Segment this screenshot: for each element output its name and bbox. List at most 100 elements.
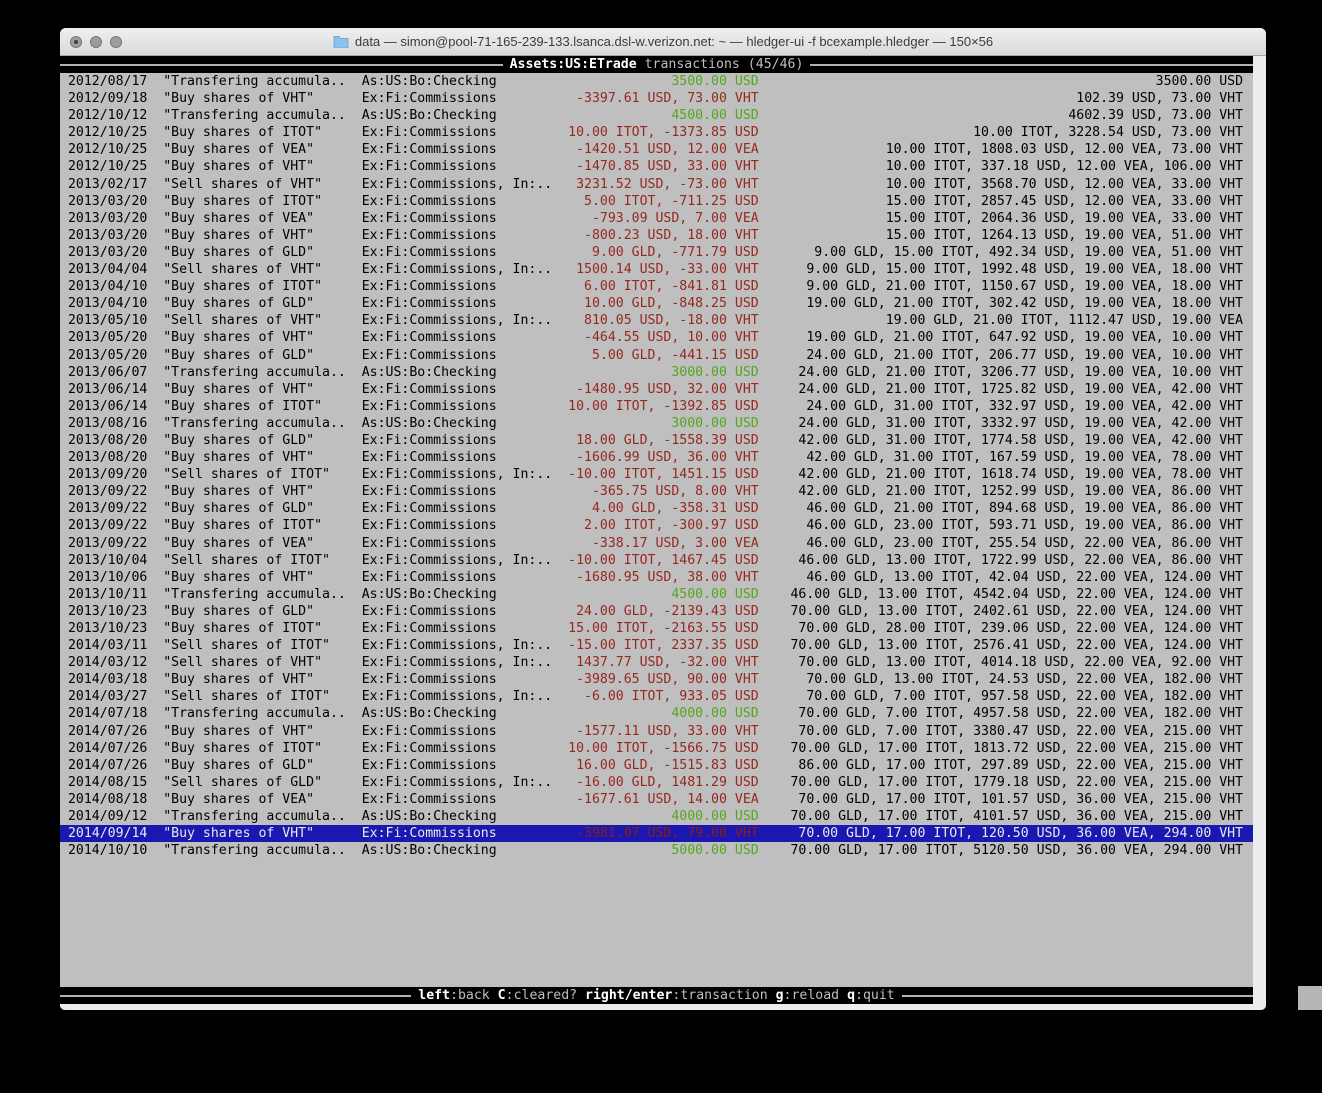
transaction-row[interactable]: 2013/05/20 "Buy shares of VHT" Ex:Fi:Com… [60,329,1253,346]
transaction-row[interactable]: 2012/08/17 "Transfering accumula.. As:US… [60,73,1253,90]
minimize-button[interactable] [90,35,102,48]
change-amount: 5.00 ITOT, -711.25 USD [552,193,759,209]
transaction-row[interactable]: 2013/03/20 "Buy shares of GLD" Ex:Fi:Com… [60,244,1253,261]
balance-amount: 70.00 GLD, 13.00 ITOT, 24.53 USD, 22.00 … [758,672,1244,688]
transaction-row[interactable]: 2013/06/14 "Buy shares of ITOT" Ex:Fi:Co… [60,398,1253,415]
change-amount: 6.00 ITOT, -841.81 USD [552,279,759,295]
balance-amount: 70.00 GLD, 17.00 ITOT, 1813.72 USD, 22.0… [758,740,1244,756]
change-amount: -464.55 USD, 10.00 VHT [552,330,759,346]
transaction-row[interactable]: 2013/09/20 "Sell shares of ITOT" Ex:Fi:C… [60,466,1253,483]
row-date-desc-account: 2013/03/20 "Buy shares of ITOT" Ex:Fi:Co… [60,193,553,209]
row-date-desc-account: 2013/09/22 "Buy shares of ITOT" Ex:Fi:Co… [60,518,553,534]
balance-amount: 24.00 GLD, 21.00 ITOT, 206.77 USD, 19.00… [758,347,1244,363]
transaction-row[interactable]: 2013/09/22 "Buy shares of VHT" Ex:Fi:Com… [60,483,1253,500]
row-date-desc-account: 2014/07/26 "Buy shares of ITOT" Ex:Fi:Co… [60,740,553,756]
transaction-row[interactable]: 2013/05/20 "Buy shares of GLD" Ex:Fi:Com… [60,347,1253,364]
header-rule-right [810,63,1253,66]
row-date-desc-account: 2013/03/20 "Buy shares of GLD" Ex:Fi:Com… [60,244,553,260]
transaction-row[interactable]: 2013/08/16 "Transfering accumula.. As:US… [60,415,1253,432]
row-date-desc-account: 2014/08/18 "Buy shares of VEA" Ex:Fi:Com… [60,791,553,807]
transaction-row[interactable]: 2014/03/12 "Sell shares of VHT" Ex:Fi:Co… [60,654,1253,671]
row-date-desc-account: 2014/09/12 "Transfering accumula.. As:US… [60,809,553,825]
transaction-row[interactable]: 2014/08/18 "Buy shares of VEA" Ex:Fi:Com… [60,791,1253,808]
change-amount: -3981.07 USD, 79.00 VHT [552,826,759,842]
transaction-row[interactable]: 2014/07/26 "Buy shares of VHT" Ex:Fi:Com… [60,723,1253,740]
row-date-desc-account: 2013/10/23 "Buy shares of GLD" Ex:Fi:Com… [60,603,553,619]
change-amount: -10.00 ITOT, 1467.45 USD [552,552,759,568]
row-date-desc-account: 2013/04/04 "Sell shares of VHT" Ex:Fi:Co… [60,262,553,278]
transaction-row[interactable]: 2014/07/26 "Buy shares of ITOT" Ex:Fi:Co… [60,740,1253,757]
transaction-row[interactable]: 2013/05/10 "Sell shares of VHT" Ex:Fi:Co… [60,312,1253,329]
balance-amount: 9.00 GLD, 21.00 ITOT, 1150.67 USD, 19.00… [758,279,1244,295]
transaction-row[interactable]: 2013/10/04 "Sell shares of ITOT" Ex:Fi:C… [60,552,1253,569]
key-hint-key: left [418,987,451,1003]
change-amount: -793.09 USD, 7.00 VEA [552,210,759,226]
change-amount: -338.17 USD, 3.00 VEA [552,535,759,551]
transaction-row[interactable]: 2013/03/20 "Buy shares of ITOT" Ex:Fi:Co… [60,193,1253,210]
transaction-row[interactable]: 2014/07/18 "Transfering accumula.. As:US… [60,705,1253,722]
transaction-row[interactable]: 2013/04/04 "Sell shares of VHT" Ex:Fi:Co… [60,261,1253,278]
row-date-desc-account: 2014/08/15 "Sell shares of GLD" Ex:Fi:Co… [60,774,553,790]
change-amount: 18.00 GLD, -1558.39 USD [552,432,759,448]
change-amount: 4.00 GLD, -358.31 USD [552,501,759,517]
transaction-row[interactable]: 2013/09/22 "Buy shares of VEA" Ex:Fi:Com… [60,535,1253,552]
footer-hints: left:back C:cleared? right/enter:transac… [411,987,901,1004]
transaction-row[interactable]: 2013/10/06 "Buy shares of VHT" Ex:Fi:Com… [60,569,1253,586]
change-amount: -365.75 USD, 8.00 VHT [552,484,759,500]
change-amount: 9.00 GLD, -771.79 USD [552,244,759,260]
row-date-desc-account: 2014/09/14 "Buy shares of VHT" Ex:Fi:Com… [60,826,553,842]
transaction-row[interactable]: 2014/03/11 "Sell shares of ITOT" Ex:Fi:C… [60,637,1253,654]
row-date-desc-account: 2014/03/18 "Buy shares of VHT" Ex:Fi:Com… [60,672,553,688]
register-subtitle: transactions (45/46) [636,56,804,72]
key-hint-key: q [847,987,856,1003]
transaction-row[interactable]: 2013/10/23 "Buy shares of ITOT" Ex:Fi:Co… [60,620,1253,637]
transaction-row[interactable]: 2014/03/18 "Buy shares of VHT" Ex:Fi:Com… [60,671,1253,688]
row-date-desc-account: 2013/10/06 "Buy shares of VHT" Ex:Fi:Com… [60,569,553,585]
transaction-row[interactable]: 2013/06/07 "Transfering accumula.. As:US… [60,364,1253,381]
balance-amount: 9.00 GLD, 15.00 ITOT, 492.34 USD, 19.00 … [758,244,1244,260]
scrollbar[interactable] [1253,56,1266,1004]
transaction-row[interactable]: 2014/10/10 "Transfering accumula.. As:US… [60,842,1253,859]
change-amount: -1470.85 USD, 33.00 VHT [552,159,759,175]
change-amount: 1500.14 USD, -33.00 VHT [552,262,759,278]
transaction-row[interactable]: 2013/08/20 "Buy shares of VHT" Ex:Fi:Com… [60,449,1253,466]
transaction-row[interactable]: 2012/09/18 "Buy shares of VHT" Ex:Fi:Com… [60,90,1253,107]
row-date-desc-account: 2014/03/27 "Sell shares of ITOT" Ex:Fi:C… [60,689,553,705]
transaction-row[interactable]: 2013/04/10 "Buy shares of ITOT" Ex:Fi:Co… [60,278,1253,295]
header-rule-left [60,63,503,66]
transaction-row[interactable]: 2013/09/22 "Buy shares of GLD" Ex:Fi:Com… [60,500,1253,517]
balance-amount: 46.00 GLD, 21.00 ITOT, 894.68 USD, 19.00… [758,501,1244,517]
transaction-row[interactable]: 2014/07/26 "Buy shares of GLD" Ex:Fi:Com… [60,757,1253,774]
transaction-row[interactable]: 2012/10/25 "Buy shares of ITOT" Ex:Fi:Co… [60,124,1253,141]
transaction-row[interactable]: 2013/08/20 "Buy shares of GLD" Ex:Fi:Com… [60,432,1253,449]
transaction-row[interactable]: 2012/10/12 "Transfering accumula.. As:US… [60,107,1253,124]
balance-amount: 24.00 GLD, 21.00 ITOT, 3206.77 USD, 19.0… [758,364,1244,380]
change-amount: 810.05 USD, -18.00 VHT [552,313,759,329]
transaction-row[interactable]: 2012/10/25 "Buy shares of VHT" Ex:Fi:Com… [60,158,1253,175]
transaction-row[interactable]: 2013/09/22 "Buy shares of ITOT" Ex:Fi:Co… [60,517,1253,534]
transaction-row[interactable]: 2014/09/12 "Transfering accumula.. As:US… [60,808,1253,825]
change-amount: 3000.00 USD [552,364,759,380]
transaction-row[interactable]: 2013/03/20 "Buy shares of VEA" Ex:Fi:Com… [60,210,1253,227]
balance-amount: 15.00 ITOT, 2857.45 USD, 12.00 VEA, 33.0… [758,193,1244,209]
balance-amount: 70.00 GLD, 13.00 ITOT, 4014.18 USD, 22.0… [758,655,1244,671]
transaction-row[interactable]: 2013/10/11 "Transfering accumula.. As:US… [60,586,1253,603]
transaction-row[interactable]: 2014/08/15 "Sell shares of GLD" Ex:Fi:Co… [60,774,1253,791]
row-date-desc-account: 2012/08/17 "Transfering accumula.. As:US… [60,74,553,89]
titlebar[interactable]: data — simon@pool-71-165-239-133.lsanca.… [60,28,1266,56]
change-amount: 4000.00 USD [552,706,759,722]
close-button[interactable] [70,35,82,48]
row-date-desc-account: 2012/10/25 "Buy shares of VHT" Ex:Fi:Com… [60,159,553,175]
transaction-row[interactable]: 2014/09/14 "Buy shares of VHT" Ex:Fi:Com… [60,825,1253,843]
register-header-bar: Assets:US:ETrade transactions (45/46) [60,56,1253,73]
transaction-row[interactable]: 2013/02/17 "Sell shares of VHT" Ex:Fi:Co… [60,176,1253,193]
change-amount: 2.00 ITOT, -300.97 USD [552,518,759,534]
balance-amount: 70.00 GLD, 7.00 ITOT, 3380.47 USD, 22.00… [758,723,1244,739]
transaction-row[interactable]: 2013/06/14 "Buy shares of VHT" Ex:Fi:Com… [60,381,1253,398]
transaction-row[interactable]: 2013/04/10 "Buy shares of GLD" Ex:Fi:Com… [60,295,1253,312]
transaction-row[interactable]: 2012/10/25 "Buy shares of VEA" Ex:Fi:Com… [60,141,1253,158]
transaction-row[interactable]: 2014/03/27 "Sell shares of ITOT" Ex:Fi:C… [60,688,1253,705]
transaction-row[interactable]: 2013/10/23 "Buy shares of GLD" Ex:Fi:Com… [60,603,1253,620]
zoom-button[interactable] [110,35,122,48]
transaction-row[interactable]: 2013/03/20 "Buy shares of VHT" Ex:Fi:Com… [60,227,1253,244]
